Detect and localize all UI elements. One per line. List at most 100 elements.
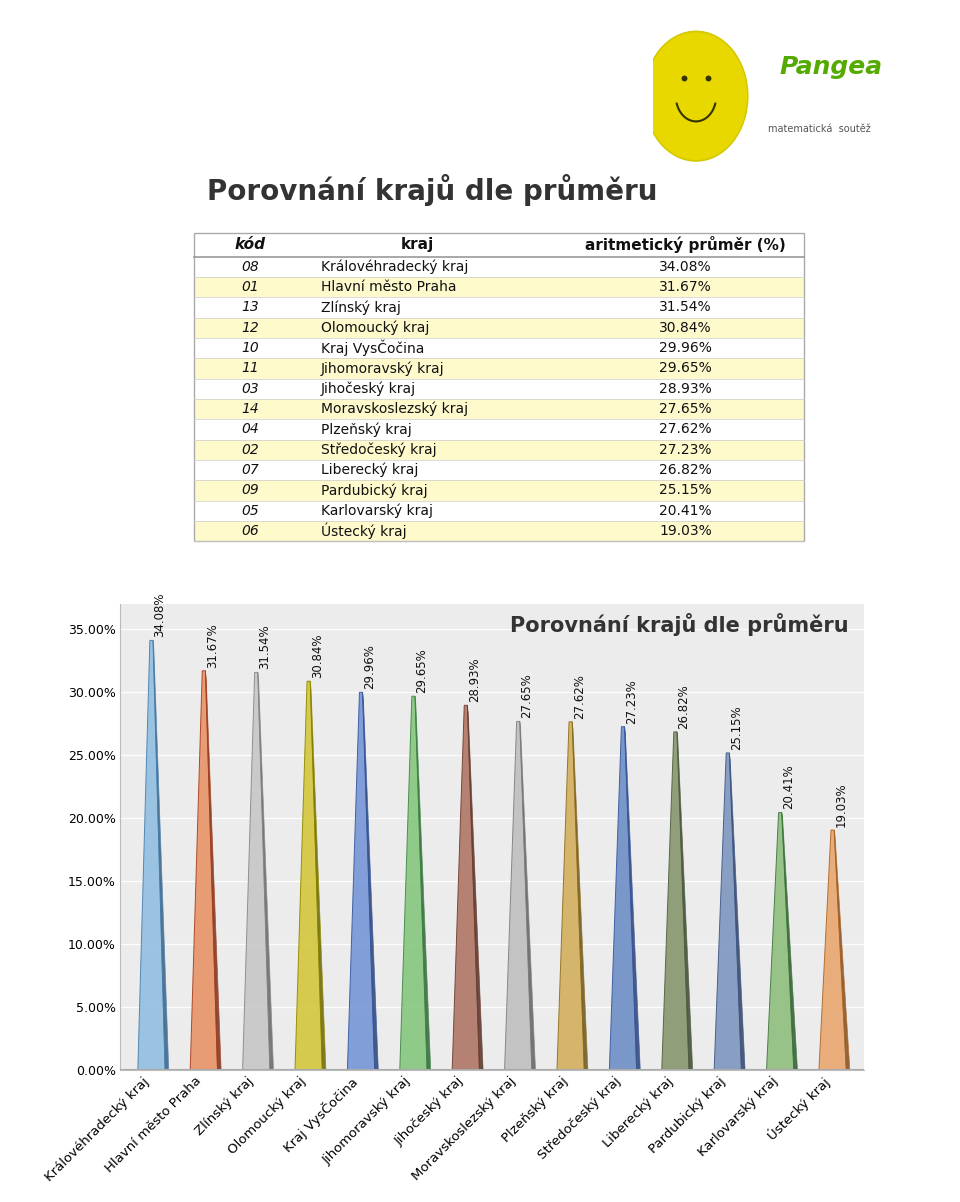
- Text: 31.54%: 31.54%: [258, 625, 272, 670]
- Text: Jihočeský kraj: Jihočeský kraj: [321, 381, 416, 395]
- Polygon shape: [415, 696, 431, 1070]
- Text: 19.03%: 19.03%: [660, 524, 711, 538]
- Bar: [194, 399, 804, 419]
- Text: Pardubický kraj: Pardubický kraj: [321, 483, 427, 498]
- Text: 03: 03: [241, 382, 259, 395]
- Text: 27.65%: 27.65%: [520, 673, 534, 719]
- Text: 04: 04: [241, 422, 259, 436]
- Text: 05: 05: [241, 504, 259, 518]
- Text: 19.03%: 19.03%: [834, 783, 848, 827]
- Polygon shape: [519, 721, 536, 1070]
- Bar: [194, 297, 804, 317]
- Bar: [194, 501, 804, 520]
- Text: 28.93%: 28.93%: [468, 657, 481, 702]
- Bar: [194, 419, 804, 440]
- Text: 09: 09: [241, 483, 259, 498]
- Text: 25.15%: 25.15%: [730, 706, 743, 750]
- Text: 29.65%: 29.65%: [660, 362, 711, 375]
- Text: 31.67%: 31.67%: [660, 280, 711, 294]
- Polygon shape: [610, 727, 636, 1070]
- Text: kód: kód: [234, 237, 266, 252]
- Text: 29.65%: 29.65%: [416, 648, 428, 694]
- Polygon shape: [557, 721, 585, 1070]
- Polygon shape: [295, 682, 323, 1070]
- Polygon shape: [258, 672, 274, 1070]
- Bar: [194, 379, 804, 399]
- Text: 10: 10: [241, 341, 259, 355]
- Polygon shape: [399, 696, 427, 1070]
- Text: Porovnání krajů dle průměru: Porovnání krajů dle průměru: [511, 613, 849, 636]
- Polygon shape: [766, 813, 794, 1070]
- Text: Středočeský kraj: Středočeský kraj: [321, 442, 437, 457]
- Text: Olomoucký kraj: Olomoucký kraj: [321, 321, 429, 335]
- Polygon shape: [205, 671, 221, 1070]
- Text: Zlínský kraj: Zlínský kraj: [321, 300, 400, 315]
- Text: Kraj VysČočina: Kraj VysČočina: [321, 340, 424, 356]
- Text: 08: 08: [241, 260, 259, 274]
- Text: 27.23%: 27.23%: [625, 679, 638, 724]
- Polygon shape: [452, 706, 479, 1070]
- Text: 31.54%: 31.54%: [660, 300, 711, 315]
- Text: 25.15%: 25.15%: [660, 483, 711, 498]
- Text: Královéhradecký kraj: Královéhradecký kraj: [321, 260, 468, 274]
- Text: Hlavní město Praha: Hlavní město Praha: [321, 280, 456, 294]
- Text: Jihomoravský kraj: Jihomoravský kraj: [321, 361, 444, 376]
- Polygon shape: [310, 682, 325, 1070]
- Bar: [194, 276, 804, 297]
- Polygon shape: [363, 692, 378, 1070]
- Text: 20.41%: 20.41%: [782, 764, 795, 809]
- Text: 26.82%: 26.82%: [660, 463, 711, 477]
- Bar: [194, 338, 804, 358]
- Bar: [194, 481, 804, 501]
- Polygon shape: [677, 732, 693, 1070]
- Text: Porovnání krajů dle průměru: Porovnání krajů dle průměru: [207, 174, 658, 206]
- Text: 30.84%: 30.84%: [660, 321, 711, 334]
- Text: Liberecký kraj: Liberecký kraj: [321, 463, 419, 477]
- Polygon shape: [348, 692, 374, 1070]
- Text: Plzeňský kraj: Plzeňský kraj: [321, 422, 412, 436]
- Bar: [194, 317, 804, 338]
- Polygon shape: [505, 721, 532, 1070]
- Text: 06: 06: [241, 524, 259, 538]
- Text: 27.23%: 27.23%: [660, 442, 711, 457]
- Bar: [194, 440, 804, 460]
- Text: Ústecký kraj: Ústecký kraj: [321, 523, 406, 540]
- Circle shape: [645, 32, 747, 159]
- Polygon shape: [661, 732, 689, 1070]
- Text: 34.08%: 34.08%: [660, 260, 711, 274]
- Text: 01: 01: [241, 280, 259, 294]
- Text: 34.08%: 34.08%: [154, 593, 166, 637]
- Text: 12: 12: [241, 321, 259, 334]
- Text: 29.96%: 29.96%: [363, 644, 376, 689]
- Text: 13: 13: [241, 300, 259, 315]
- Text: Pangea: Pangea: [780, 55, 883, 79]
- Text: kraj: kraj: [401, 237, 434, 252]
- Text: 27.62%: 27.62%: [660, 422, 711, 436]
- Text: 07: 07: [241, 463, 259, 477]
- Polygon shape: [243, 672, 270, 1070]
- Bar: [194, 233, 804, 256]
- Text: aritmetický průměr (%): aritmetický průměr (%): [585, 237, 786, 254]
- Polygon shape: [819, 831, 846, 1070]
- Text: 27.62%: 27.62%: [573, 674, 586, 719]
- Text: 29.96%: 29.96%: [659, 341, 712, 355]
- Polygon shape: [468, 706, 483, 1070]
- Text: 30.84%: 30.84%: [311, 633, 324, 678]
- Polygon shape: [572, 721, 588, 1070]
- Text: matematická  soutěž: matematická soutěž: [768, 124, 872, 133]
- Text: Karlovarský kraj: Karlovarský kraj: [321, 504, 433, 518]
- Polygon shape: [834, 831, 850, 1070]
- Polygon shape: [730, 752, 745, 1070]
- Polygon shape: [138, 641, 165, 1070]
- Bar: [194, 358, 804, 379]
- Text: 14: 14: [241, 403, 259, 416]
- Bar: [194, 233, 804, 541]
- Text: 27.65%: 27.65%: [660, 403, 711, 416]
- Bar: [194, 256, 804, 276]
- Polygon shape: [625, 727, 640, 1070]
- Polygon shape: [781, 813, 798, 1070]
- Text: 28.93%: 28.93%: [660, 382, 711, 395]
- Bar: [194, 520, 804, 541]
- Polygon shape: [153, 641, 169, 1070]
- Text: 02: 02: [241, 442, 259, 457]
